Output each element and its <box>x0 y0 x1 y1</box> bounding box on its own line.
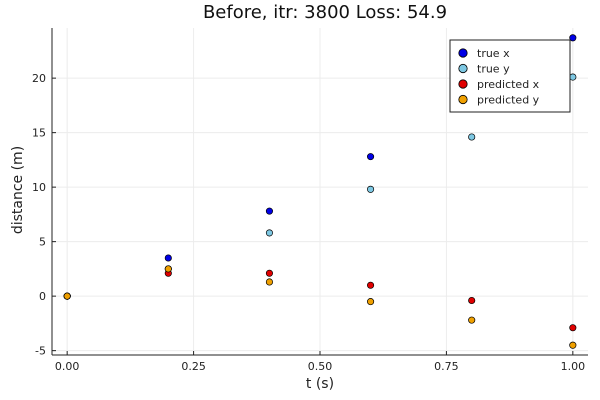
x-axis-label: t (s) <box>306 376 334 392</box>
y-tick-label: 5 <box>39 236 46 249</box>
point-series-0 <box>265 207 273 215</box>
legend-box <box>449 39 571 113</box>
legend-marker <box>458 94 468 105</box>
legend-label: true y <box>477 63 510 76</box>
legend-label: true x <box>477 47 510 60</box>
point-series-3 <box>569 341 577 349</box>
x-tick-label: 0.00 <box>55 360 80 373</box>
point-series-2 <box>265 269 273 277</box>
point-series-0 <box>367 153 375 161</box>
grid <box>52 28 588 355</box>
x-tick-label: 1.00 <box>561 360 586 373</box>
x-tick-label: 0.75 <box>434 360 459 373</box>
point-series-1 <box>569 73 577 81</box>
legend-marker <box>458 63 468 74</box>
x-tick-label: 0.25 <box>181 360 206 373</box>
point-series-0 <box>164 254 172 262</box>
point-series-2 <box>569 324 577 332</box>
point-series-3 <box>63 292 71 300</box>
ticks: 0.00 0.25 0.50 0.75 1.00 -5 0 5 10 15 20 <box>32 72 585 373</box>
x-tick-label: 0.50 <box>308 360 333 373</box>
y-tick-label: 20 <box>32 72 46 85</box>
y-tick-label: 10 <box>32 181 46 194</box>
y-axis-label: distance (m) <box>10 146 26 234</box>
point-series-1 <box>367 185 375 193</box>
point-series-1 <box>468 133 476 141</box>
point-series-1 <box>265 229 273 237</box>
y-tick-label: -5 <box>35 345 46 358</box>
data-points <box>63 34 577 349</box>
legend-label: predicted y <box>477 94 540 107</box>
point-series-3 <box>468 316 476 324</box>
point-series-0 <box>569 34 577 42</box>
legend: true x true y predicted x predicted y <box>449 39 571 113</box>
legend-marker <box>458 48 468 58</box>
legend-marker <box>458 79 468 89</box>
point-series-3 <box>265 278 273 286</box>
y-tick-label: 0 <box>39 290 46 303</box>
point-series-3 <box>367 298 375 306</box>
point-series-2 <box>367 281 375 289</box>
chart-title: Before, itr: 3800 Loss: 54.9 <box>203 2 447 23</box>
point-series-3 <box>164 265 172 273</box>
y-tick-label: 15 <box>32 127 46 140</box>
legend-label: predicted x <box>477 78 540 91</box>
point-series-2 <box>468 296 476 305</box>
